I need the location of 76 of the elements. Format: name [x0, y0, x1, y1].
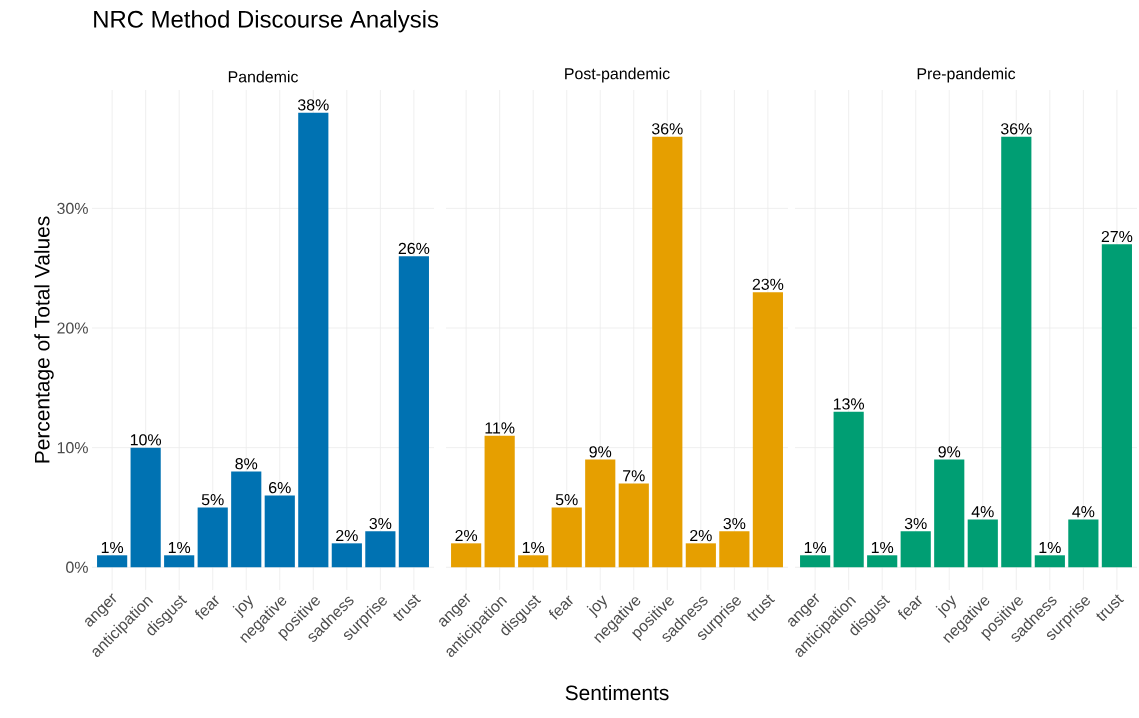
- data-label: 36%: [1000, 123, 1032, 135]
- data-label: 13%: [833, 398, 865, 410]
- bar: [365, 531, 396, 568]
- bar: [618, 483, 649, 568]
- data-label: 4%: [971, 506, 994, 518]
- bar: [130, 447, 161, 568]
- bar: [900, 531, 931, 568]
- x-tick-label: fear: [195, 595, 219, 620]
- data-label: 11%: [485, 422, 515, 434]
- bar: [451, 543, 482, 568]
- bar: [298, 112, 329, 568]
- bar: [585, 459, 616, 568]
- bar: [97, 555, 128, 568]
- y-tick-label: 10%: [57, 442, 88, 454]
- bar: [1001, 136, 1032, 568]
- bar: [484, 435, 515, 568]
- data-label: 1%: [101, 541, 124, 554]
- bar: [331, 543, 362, 568]
- bar: [398, 256, 429, 568]
- bar: [518, 555, 549, 568]
- data-label: 1%: [522, 541, 545, 554]
- data-label: 7%: [623, 470, 645, 482]
- x-tick-label: trust: [393, 594, 422, 621]
- bar: [685, 543, 716, 568]
- bar: [164, 555, 195, 568]
- data-label: 5%: [555, 494, 578, 506]
- data-label: 6%: [269, 482, 291, 494]
- data-label: 9%: [938, 446, 961, 458]
- data-label: 3%: [904, 517, 927, 530]
- bar: [833, 411, 864, 568]
- bar: [231, 471, 262, 568]
- y-tick-label: 30%: [57, 202, 88, 215]
- x-tick-label: fear: [898, 595, 922, 620]
- bar: [1034, 555, 1065, 568]
- data-label: 23%: [752, 278, 784, 290]
- chart-subtitle: Pandemic: [228, 70, 299, 83]
- bar: [934, 459, 965, 568]
- x-tick-label: trust: [747, 594, 776, 621]
- data-label: 9%: [589, 446, 612, 458]
- bar: [197, 507, 228, 568]
- bar: [719, 531, 750, 568]
- bar: [551, 507, 582, 568]
- data-label: 2%: [455, 529, 478, 542]
- data-label: 1%: [168, 541, 191, 554]
- bar: [1068, 519, 1099, 568]
- y-axis-title: Percentage of Total Values: [34, 216, 54, 463]
- data-label: 3%: [369, 517, 392, 530]
- y-tick-label: 20%: [57, 322, 88, 334]
- data-label: 2%: [690, 529, 712, 542]
- bar: [752, 292, 783, 568]
- data-label: 1%: [871, 541, 894, 554]
- y-tick-label: 0%: [66, 561, 88, 573]
- bar: [967, 519, 998, 568]
- data-label: 26%: [398, 242, 430, 255]
- bar: [867, 555, 898, 568]
- bar: [1101, 244, 1132, 568]
- data-label: 10%: [130, 434, 162, 446]
- data-label: 38%: [297, 99, 329, 111]
- x-axis-title: Sentiments: [565, 684, 669, 701]
- x-tick-label: fear: [549, 595, 573, 620]
- data-label: 1%: [804, 541, 827, 554]
- data-label: 4%: [1072, 506, 1095, 518]
- bar: [264, 495, 295, 568]
- chart-title: NRC Method Discourse Analysis: [94, 10, 439, 33]
- data-label: 2%: [336, 529, 358, 542]
- data-label: 27%: [1101, 230, 1133, 243]
- chart-subtitle: Post-pandemic: [565, 67, 670, 83]
- bar: [800, 555, 831, 568]
- chart-subtitle: Pre-pandemic: [917, 67, 1016, 83]
- data-label: 36%: [651, 123, 683, 135]
- data-label: 1%: [1039, 541, 1061, 554]
- x-tick-label: trust: [1096, 594, 1125, 621]
- data-label: 3%: [723, 517, 746, 530]
- bar: [652, 136, 683, 568]
- data-label: 8%: [235, 458, 258, 470]
- data-label: 5%: [201, 494, 224, 506]
